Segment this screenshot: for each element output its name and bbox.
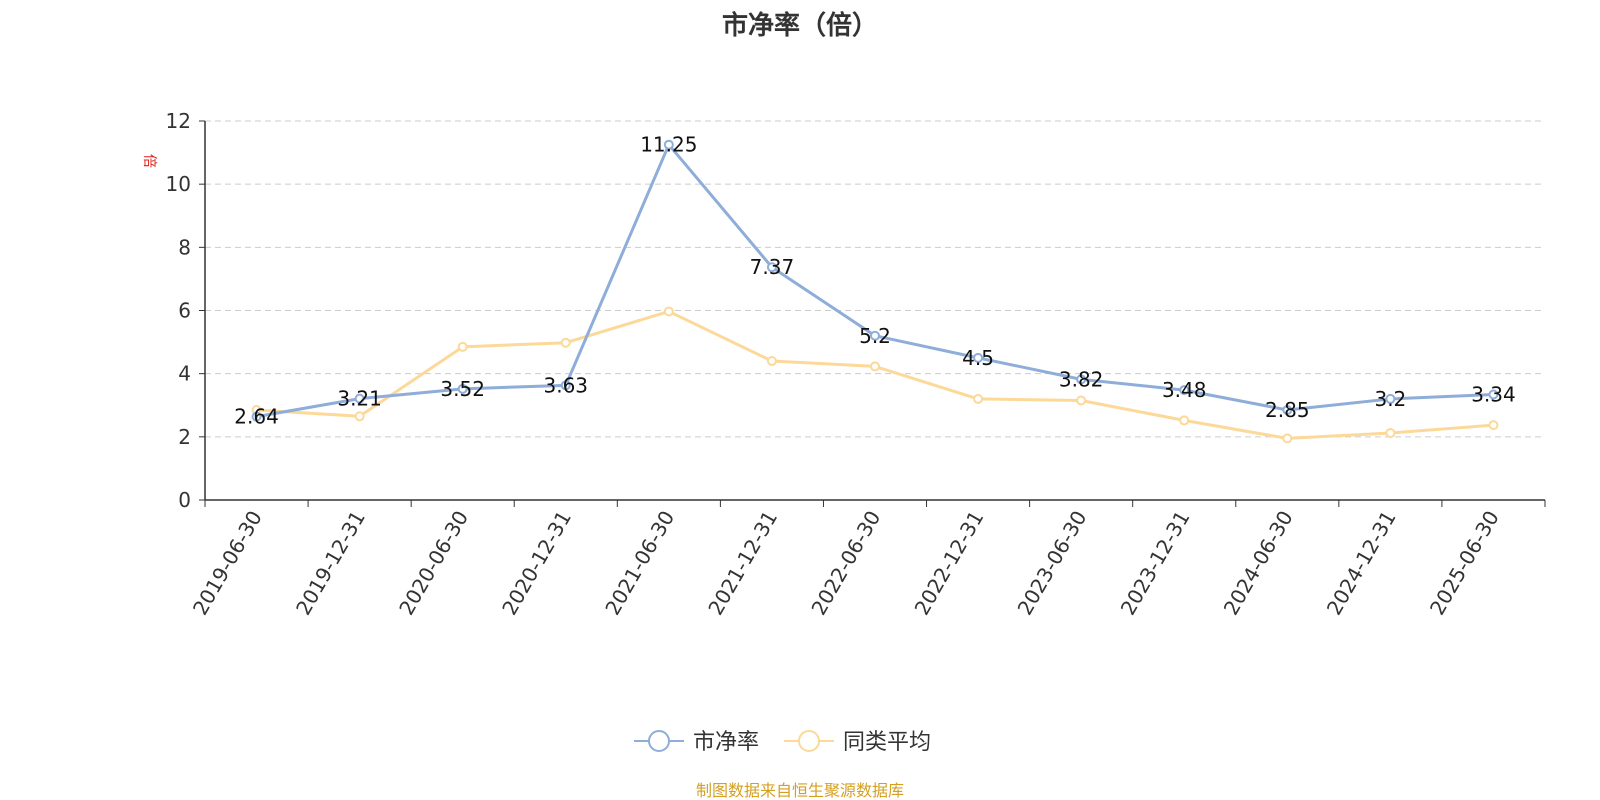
series-point-1[interactable] xyxy=(354,411,365,422)
y-tick-label: 4 xyxy=(178,362,191,386)
x-tick-label: 2021-12-31 xyxy=(703,507,782,620)
legend-item-pb[interactable]: 市净率 xyxy=(634,730,759,755)
y-unit-label: 倍 xyxy=(141,154,157,168)
y-tick-label: 6 xyxy=(178,299,191,323)
legend: 市净率 同类平均 xyxy=(634,730,931,755)
data-label: 2.85 xyxy=(1265,398,1310,422)
y-tick-label: 0 xyxy=(178,488,191,512)
series xyxy=(251,139,1499,444)
data-label: 5.2 xyxy=(859,324,891,348)
series-point-1[interactable] xyxy=(1179,415,1190,426)
data-label: 7.37 xyxy=(750,255,795,279)
x-tick-label: 2023-12-31 xyxy=(1116,507,1195,620)
source-note: 制图数据来自恒生聚源数据库 xyxy=(696,781,904,800)
y-tick-label: 10 xyxy=(166,172,191,196)
series-point-0[interactable] xyxy=(1282,404,1293,415)
x-tick-label: 2019-06-30 xyxy=(188,507,267,620)
legend-peer-marker xyxy=(798,730,820,752)
series-point-1[interactable] xyxy=(663,306,674,317)
series-point-0[interactable] xyxy=(457,383,468,394)
data-label: 3.34 xyxy=(1471,383,1516,407)
x-tick-label: 2024-12-31 xyxy=(1322,507,1401,620)
legend-pb-label: 市净率 xyxy=(693,730,759,755)
series-point-1[interactable] xyxy=(870,361,880,372)
x-tick-label: 2022-06-30 xyxy=(806,507,885,620)
series-point-1[interactable] xyxy=(973,393,984,404)
series-point-0[interactable] xyxy=(1179,385,1190,396)
legend-peer-label: 同类平均 xyxy=(843,730,931,755)
y-tick-label: 8 xyxy=(178,235,191,259)
series-point-0[interactable] xyxy=(560,380,571,391)
series-point-1[interactable] xyxy=(1385,428,1396,439)
series-point-1[interactable] xyxy=(1282,433,1293,444)
series-point-0[interactable] xyxy=(354,393,365,404)
x-tick-label: 2021-06-30 xyxy=(600,507,679,620)
series-point-0[interactable] xyxy=(663,139,674,150)
data-label: 4.5 xyxy=(962,346,994,370)
series-point-0[interactable] xyxy=(766,262,777,273)
data-label: 2.64 xyxy=(234,405,279,429)
data-label: 3.52 xyxy=(440,377,485,401)
grid xyxy=(205,120,1545,438)
data-label: 3.82 xyxy=(1059,367,1104,391)
x-tick-label: 2020-12-31 xyxy=(497,507,576,620)
data-label: 3.21 xyxy=(337,387,382,411)
x-tick-label: 2022-12-31 xyxy=(910,507,989,620)
series-point-1[interactable] xyxy=(457,341,468,352)
y-tick-label: 2 xyxy=(178,425,191,449)
data-labels: 2.64 3.21 3.52 3.63 11.25 7.37 5.2 4.5 3.82 3.48 2… xyxy=(234,133,1515,429)
chart-title: 市净率（倍） xyxy=(722,10,878,41)
series-point-0[interactable] xyxy=(870,330,880,341)
data-label: 11.25 xyxy=(640,133,697,157)
series-point-0[interactable] xyxy=(1076,374,1087,385)
x-tick-label: 2020-06-30 xyxy=(394,507,473,620)
x-tick-label: 2019-12-31 xyxy=(291,507,370,620)
series-point-0[interactable] xyxy=(1488,389,1499,400)
legend-item-peer-avg[interactable]: 同类平均 xyxy=(784,730,931,755)
series-point-0[interactable] xyxy=(1385,393,1396,404)
series-point-1[interactable] xyxy=(1488,420,1499,431)
series-point-1[interactable] xyxy=(1076,395,1087,406)
x-tick-label: 2025-06-30 xyxy=(1425,507,1504,620)
series-point-1[interactable] xyxy=(560,337,571,348)
series-point-0[interactable] xyxy=(973,352,984,363)
series-point-1[interactable] xyxy=(766,356,777,367)
x-tick-label: 2023-06-30 xyxy=(1013,507,1092,620)
x-tick-label: 2024-06-30 xyxy=(1219,507,1298,620)
legend-pb-marker xyxy=(648,730,670,752)
data-label: 3.48 xyxy=(1162,378,1207,402)
data-label: 3.2 xyxy=(1374,387,1406,411)
series-point-0[interactable] xyxy=(251,411,262,422)
y-tick-label: 12 xyxy=(166,109,191,133)
data-label: 3.63 xyxy=(544,373,589,397)
